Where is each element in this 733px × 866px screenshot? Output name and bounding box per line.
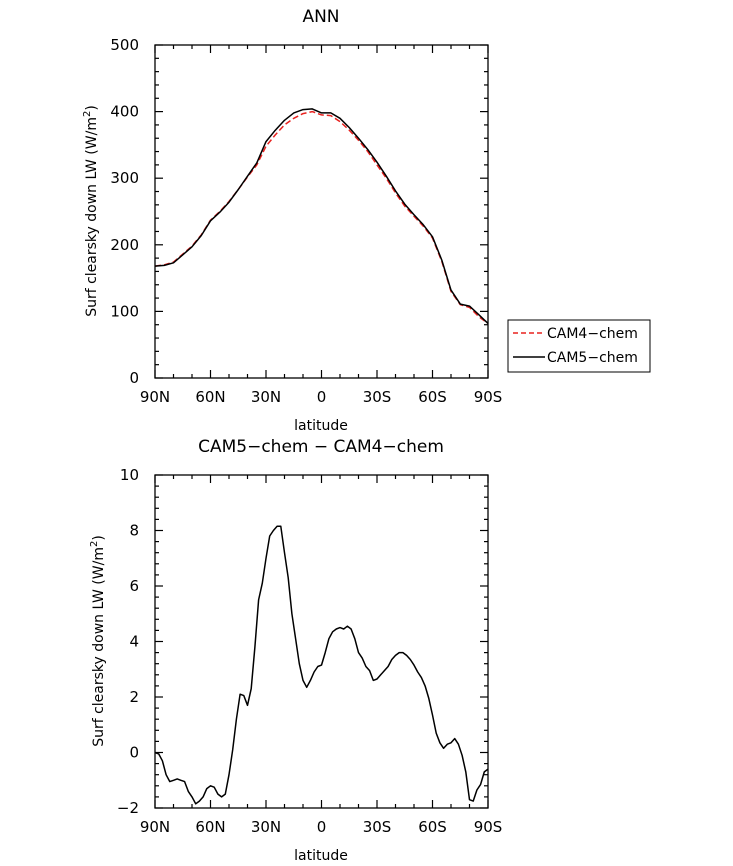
top-y-axis-label: Surf clearsky down LW (W/m2) <box>82 105 100 317</box>
top-series-lines <box>154 108 489 325</box>
y-tick-label: 200 <box>110 236 139 254</box>
x-tick-label: 0 <box>317 818 327 836</box>
legend-label-cam4: CAM4−chem <box>547 326 638 342</box>
bottom-series-lines <box>154 525 489 805</box>
y-tick-label: 300 <box>110 169 139 187</box>
x-tick-label: 60S <box>418 818 447 836</box>
y-tick-label: 4 <box>129 633 139 651</box>
y-tick-label: 100 <box>110 302 139 320</box>
series-line-0-1 <box>154 108 489 324</box>
x-tick-label: 90S <box>474 818 503 836</box>
y-tick-label: 500 <box>110 36 139 54</box>
x-tick-label: 60N <box>195 818 225 836</box>
top-x-axis-label: latitude <box>294 418 348 434</box>
top-chart-title: ANN <box>302 7 339 27</box>
x-tick-label: 30N <box>251 818 281 836</box>
x-tick-label: 90N <box>140 388 170 406</box>
top-x-tick-labels: 90N 60N 30N 0 30S 60S 90S <box>140 388 502 406</box>
bottom-panel: CAM5−chem − CAM4−chem 90N 60N 30N 0 30S 60S 90… <box>89 437 502 864</box>
y-tick-label: −2 <box>117 799 139 817</box>
x-tick-label: 30S <box>363 388 392 406</box>
bottom-axis-ticks <box>154 474 489 809</box>
bottom-plot-frame <box>154 474 489 809</box>
legend-box <box>507 319 651 373</box>
legend-label-cam5: CAM5−chem <box>547 350 638 366</box>
x-tick-label: 90N <box>140 818 170 836</box>
series-line-0-0 <box>154 110 489 325</box>
bottom-y-axis-label: Surf clearsky down LW (W/m2) <box>89 535 107 747</box>
series-line-1-0 <box>154 525 489 805</box>
y-tick-label: 0 <box>129 744 139 762</box>
y-tick-label: 2 <box>129 688 139 706</box>
bottom-x-axis-label: latitude <box>294 848 348 864</box>
legend: CAM4−chem CAM5−chem <box>507 319 651 373</box>
x-tick-label: 0 <box>317 388 327 406</box>
y-tick-label: 10 <box>120 466 139 484</box>
top-y-tick-labels: 0 100 200 300 400 500 <box>110 36 139 387</box>
y-tick-label: 400 <box>110 103 139 121</box>
bottom-x-tick-labels: 90N 60N 30N 0 30S 60S 90S <box>140 818 502 836</box>
x-tick-label: 60S <box>418 388 447 406</box>
top-plot-frame <box>154 44 489 379</box>
y-tick-label: 8 <box>129 522 139 540</box>
top-axis-ticks <box>154 44 489 379</box>
x-tick-label: 30S <box>363 818 392 836</box>
y-tick-label: 6 <box>129 577 139 595</box>
top-panel: ANN 90N 60N 30N 0 30S 60S 90S 0 100 200 300 400 500… <box>82 7 651 434</box>
y-tick-label: 0 <box>129 369 139 387</box>
x-tick-label: 60N <box>195 388 225 406</box>
x-tick-label: 30N <box>251 388 281 406</box>
bottom-chart-title: CAM5−chem − CAM4−chem <box>198 437 444 457</box>
bottom-y-tick-labels: −2 0 2 4 6 8 10 <box>117 466 139 817</box>
x-tick-label: 90S <box>474 388 503 406</box>
